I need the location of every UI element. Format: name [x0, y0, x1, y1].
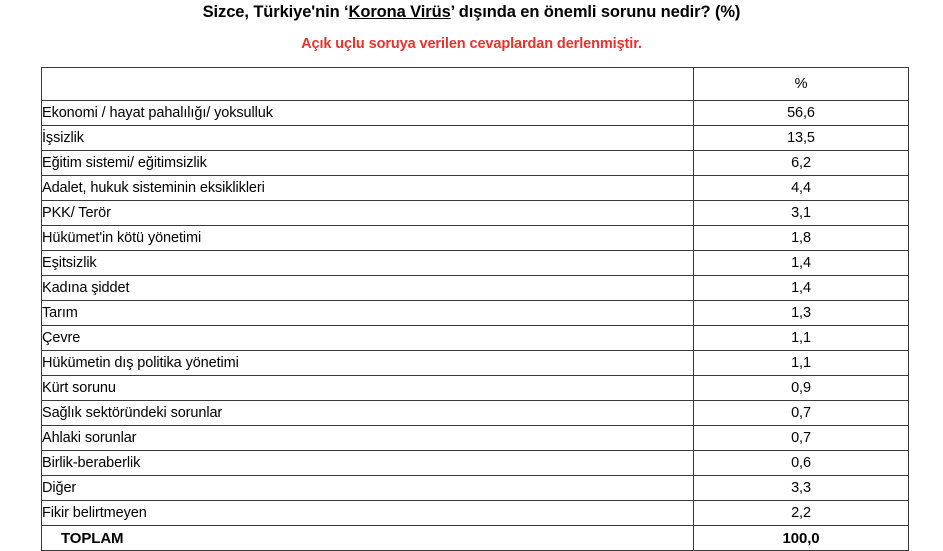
row-label: Eğitim sistemi/ eğitimsizlik: [41, 150, 694, 176]
row-label: Kürt sorunu: [41, 375, 694, 401]
row-label: İşsizlik: [41, 125, 694, 151]
row-label: Ekonomi / hayat pahalılığı/ yoksulluk: [41, 100, 694, 126]
row-label: Kadına şiddet: [41, 275, 694, 301]
row-label: Sağlık sektöründeki sorunlar: [41, 400, 694, 426]
table-header-row: %: [41, 67, 909, 101]
row-label: Diğer: [41, 475, 694, 501]
title-before: Sizce, Türkiye'nin ‘: [202, 3, 349, 21]
row-label: Ahlaki sorunlar: [41, 425, 694, 451]
table-row: PKK/ Terör 3,1: [41, 200, 909, 226]
row-label: PKK/ Terör: [41, 200, 694, 226]
column-header-label: [41, 67, 694, 101]
row-percent: 0,9: [693, 375, 909, 401]
table-row: Ahlaki sorunlar 0,7: [41, 425, 909, 451]
table-row: Adalet, hukuk sisteminin eksiklikleri 4,4: [41, 175, 909, 201]
table-row: Sağlık sektöründeki sorunlar 0,7: [41, 400, 909, 426]
table-row: İşsizlik 13,5: [41, 125, 909, 151]
table-row: Diğer 3,3: [41, 475, 909, 501]
results-table-wrapper: % Ekonomi / hayat pahalılığı/ yoksulluk 5…: [41, 67, 909, 551]
row-percent: 1,8: [693, 225, 909, 251]
column-header-percent: %: [693, 67, 909, 101]
row-percent: 0,6: [693, 450, 909, 476]
row-label: Hükümet'in kötü yönetimi: [41, 225, 694, 251]
total-label: TOPLAM: [41, 525, 694, 551]
table-row: Eşitsizlik 1,4: [41, 250, 909, 276]
row-label: Tarım: [41, 300, 694, 326]
row-percent: 13,5: [693, 125, 909, 151]
table-row: Hükümetin dış politika yönetimi 1,1: [41, 350, 909, 376]
row-label: Birlik-beraberlik: [41, 450, 694, 476]
table-header: %: [41, 67, 909, 101]
row-percent: 2,2: [693, 500, 909, 526]
row-percent: 6,2: [693, 150, 909, 176]
row-label: Eşitsizlik: [41, 250, 694, 276]
page-subtitle: Açık uçlu soruya verilen cevaplardan der…: [301, 36, 642, 52]
total-percent: 100,0: [693, 525, 909, 551]
row-percent: 1,1: [693, 350, 909, 376]
table-row: Kürt sorunu 0,9: [41, 375, 909, 401]
row-percent: 4,4: [693, 175, 909, 201]
results-table: % Ekonomi / hayat pahalılığı/ yoksulluk 5…: [41, 67, 909, 551]
row-label: Hükümetin dış politika yönetimi: [41, 350, 694, 376]
row-percent: 0,7: [693, 400, 909, 426]
row-percent: 3,3: [693, 475, 909, 501]
table-row: Hükümet'in kötü yönetimi 1,8: [41, 225, 909, 251]
row-percent: 1,4: [693, 250, 909, 276]
table-total-row: TOPLAM 100,0: [41, 525, 909, 551]
table-row: Çevre 1,1: [41, 325, 909, 351]
row-label: Adalet, hukuk sisteminin eksiklikleri: [41, 175, 694, 201]
table-row: Birlik-beraberlik 0,6: [41, 450, 909, 476]
row-label: Fikir belirtmeyen: [41, 500, 694, 526]
title-after: ’ dışında en önemli sorunu nedir? (%): [450, 3, 741, 21]
row-percent: 56,6: [693, 100, 909, 126]
row-percent: 1,3: [693, 300, 909, 326]
table-row: Fikir belirtmeyen 2,2: [41, 500, 909, 526]
row-label: Çevre: [41, 325, 694, 351]
row-percent: 0,7: [693, 425, 909, 451]
row-percent: 3,1: [693, 200, 909, 226]
table-row: Tarım 1,3: [41, 300, 909, 326]
page-title: Sizce, Türkiye'nin ‘Korona Virüs’ dışınd…: [0, 3, 943, 22]
table-row: Kadına şiddet 1,4: [41, 275, 909, 301]
row-percent: 1,4: [693, 275, 909, 301]
table-row: Ekonomi / hayat pahalılığı/ yoksulluk 56,…: [41, 100, 909, 126]
row-percent: 1,1: [693, 325, 909, 351]
table-row: Eğitim sistemi/ eğitimsizlik 6,2: [41, 150, 909, 176]
table-body: Ekonomi / hayat pahalılığı/ yoksulluk 56,…: [41, 100, 909, 551]
title-underlined-term: Korona Virüs: [348, 3, 451, 21]
